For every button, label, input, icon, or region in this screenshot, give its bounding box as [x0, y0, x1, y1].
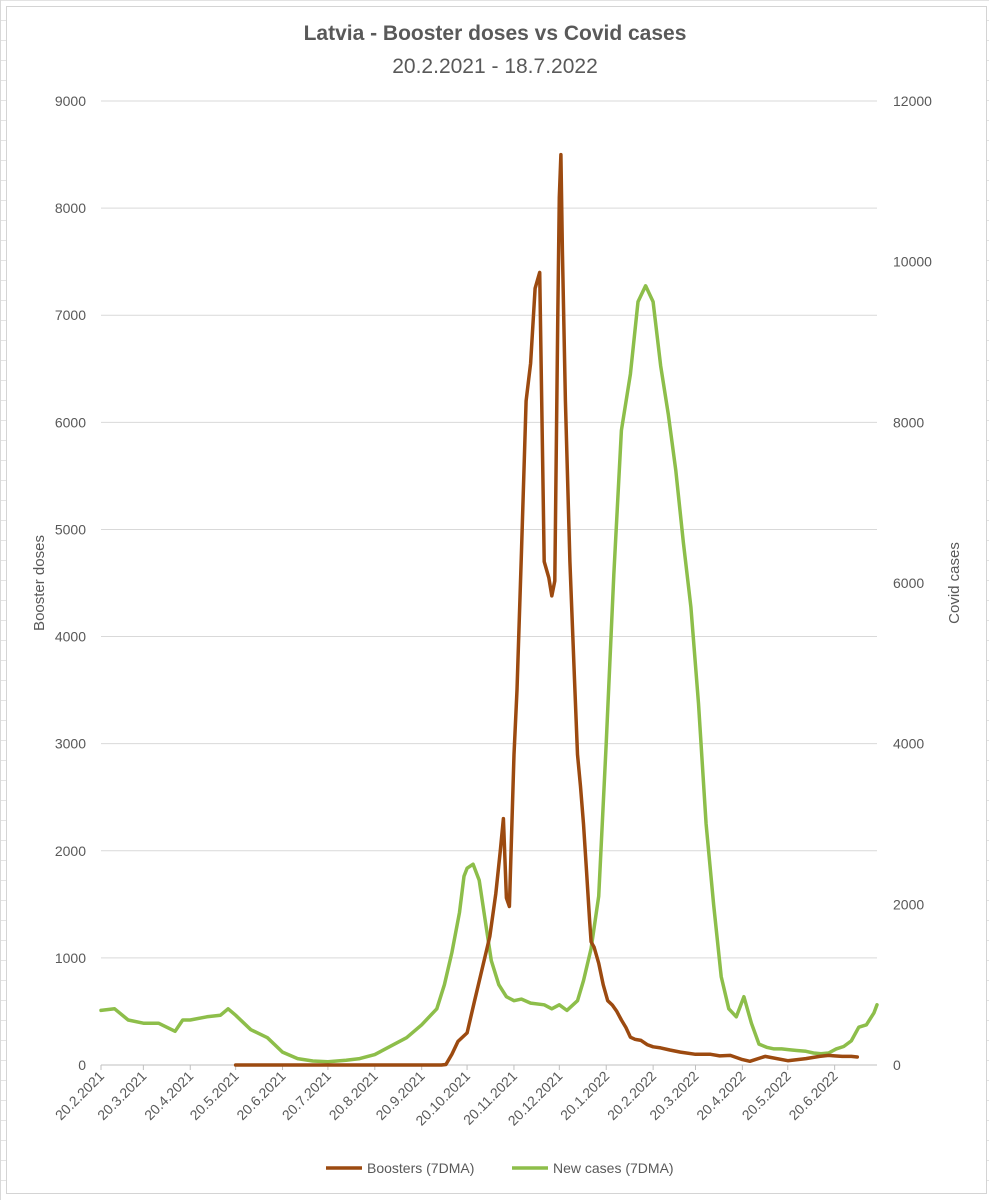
x-tick-label: 20.6.2022 [785, 1068, 841, 1124]
right-tick-label: 12000 [893, 93, 932, 109]
right-tick-label: 10000 [893, 254, 932, 270]
new-cases-line [99, 284, 879, 1064]
boosters-line [233, 152, 860, 1067]
left-tick-label: 8000 [55, 200, 86, 216]
gridlines [101, 100, 877, 1066]
x-axis-ticks: 20.2.202120.3.202120.4.202120.5.202120.6… [52, 1065, 841, 1129]
legend-boosters-label: Boosters (7DMA) [367, 1160, 474, 1176]
legend: Boosters (7DMA) New cases (7DMA) [326, 1160, 674, 1176]
right-tick-label: 6000 [893, 575, 924, 591]
chart-area [6, 6, 987, 1194]
left-tick-label: 6000 [55, 414, 86, 430]
left-axis-title: Booster doses [31, 535, 48, 631]
x-tick-label: 20.8.2021 [326, 1068, 382, 1124]
left-tick-label: 5000 [55, 521, 86, 537]
x-tick-label: 20.7.2021 [279, 1068, 335, 1124]
chart-title: Latvia - Booster doses vs Covid cases [304, 22, 687, 45]
right-tick-label: 8000 [893, 414, 924, 430]
left-tick-label: 7000 [55, 307, 86, 323]
series-lines [99, 152, 879, 1067]
left-tick-label: 9000 [55, 93, 86, 109]
right-axis-title: Covid cases [946, 542, 963, 624]
right-tick-label: 4000 [893, 736, 924, 752]
x-tick-label: 20.1.2022 [557, 1068, 613, 1124]
x-tick-label: 20.5.2022 [739, 1068, 795, 1124]
chart-subtitle: 20.2.2021 - 18.7.2022 [392, 55, 598, 78]
left-tick-label: 3000 [55, 736, 86, 752]
right-tick-label: 0 [893, 1057, 901, 1073]
left-tick-label: 1000 [55, 950, 86, 966]
legend-new-cases-label: New cases (7DMA) [553, 1160, 674, 1176]
right-tick-label: 2000 [893, 896, 924, 912]
left-axis-ticks: 0 1000 2000 3000 4000 5000 6000 7000 8000 9000 [55, 93, 86, 1073]
left-tick-label: 0 [78, 1057, 86, 1073]
left-tick-label: 4000 [55, 629, 86, 645]
x-tick-label: 20.5.2021 [186, 1068, 242, 1124]
right-axis-ticks: 0 2000 4000 6000 8000 10000 12000 [893, 93, 932, 1073]
left-tick-label: 2000 [55, 843, 86, 859]
